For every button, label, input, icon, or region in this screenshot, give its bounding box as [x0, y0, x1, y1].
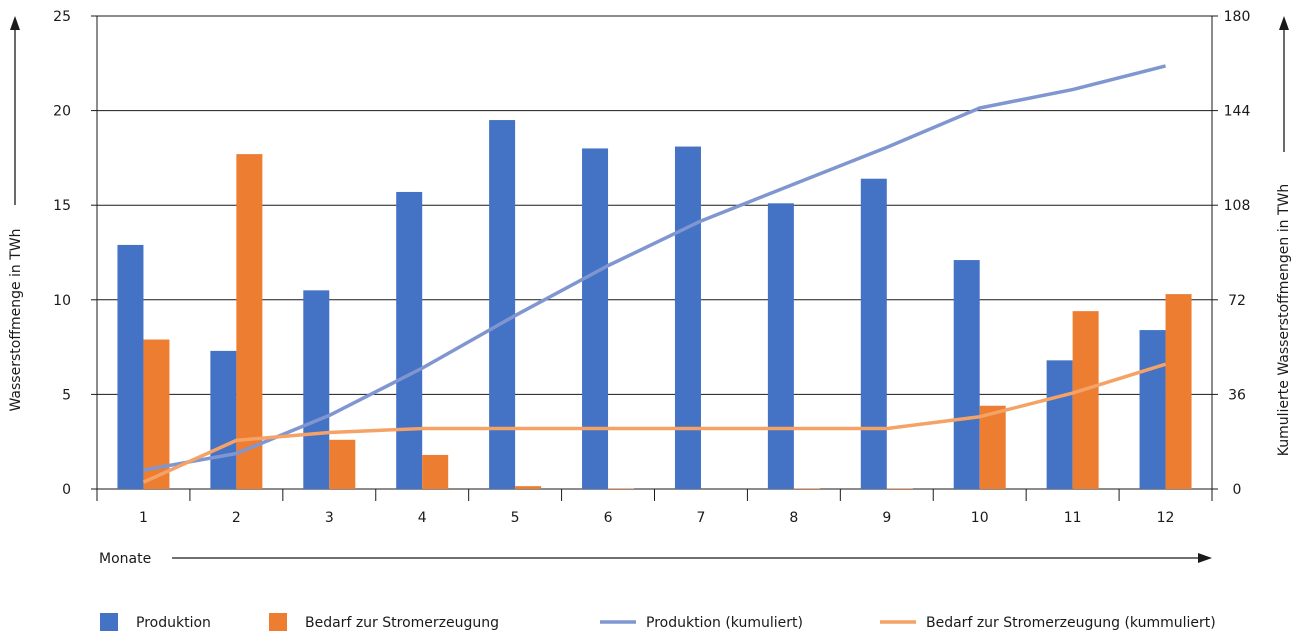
right-tick-label: 108 [1224, 198, 1251, 214]
x-axis-arrowhead [1198, 553, 1212, 563]
bar-bedarf [515, 486, 542, 489]
x-tick-label: 6 [604, 510, 613, 526]
bar-produktion [1046, 360, 1073, 489]
bar-bedarf [236, 154, 263, 489]
bar-produktion [953, 260, 980, 489]
bar-bedarf [979, 405, 1006, 489]
bar-produktion [117, 244, 144, 489]
left-tick-label: 15 [53, 198, 71, 214]
right-axis-arrowhead [1279, 16, 1289, 30]
x-tick-label: 4 [418, 510, 427, 526]
legend-swatch [269, 613, 287, 631]
right-tick-label: 72 [1228, 293, 1246, 309]
right-axis-title: Kumulierte Wasserstoffmengen in TWh [1276, 184, 1292, 456]
left-tick-label: 25 [53, 9, 71, 25]
x-axis-title: Monate [99, 551, 151, 567]
x-tick-label: 1 [139, 510, 148, 526]
bar-produktion [860, 178, 887, 489]
bar-bedarf [329, 439, 356, 489]
left-axis-arrowhead [10, 16, 20, 30]
x-tick-label: 8 [789, 510, 798, 526]
bar-produktion [303, 290, 330, 489]
x-tick-label: 12 [1157, 510, 1175, 526]
bars [117, 120, 1192, 490]
bar-bedarf [886, 488, 913, 489]
left-tick-label: 10 [53, 293, 71, 309]
x-tick-label: 7 [696, 510, 705, 526]
bar-bedarf [422, 454, 449, 489]
left-tick-label: 0 [62, 482, 71, 498]
x-tick-label: 3 [325, 510, 334, 526]
legend-label: Bedarf zur Stromerzeugung [305, 615, 499, 631]
x-tick-label: 10 [971, 510, 989, 526]
legend-label: Bedarf zur Stromerzeugung (kummuliert) [926, 615, 1216, 631]
bar-produktion [396, 191, 423, 489]
legend-label: Produktion (kumuliert) [646, 615, 803, 631]
legend-label: Produktion [136, 615, 211, 631]
cumulative-lines [142, 64, 1167, 484]
right-tick-label: 180 [1224, 9, 1251, 25]
left-axis-title: Wasserstoffmenge in TWh [8, 228, 24, 411]
x-tick-label: 5 [511, 510, 520, 526]
left-tick-label: 5 [62, 387, 71, 403]
line-bedarf-kumuliert [142, 362, 1167, 484]
x-tick-label: 2 [232, 510, 241, 526]
bar-produktion [210, 350, 237, 489]
bar-produktion [767, 203, 794, 490]
left-tick-label: 20 [53, 104, 71, 120]
line-produktion-kumuliert [143, 64, 1166, 472]
bar-produktion [674, 146, 701, 489]
x-tick-label: 11 [1064, 510, 1082, 526]
axes [91, 15, 1218, 501]
bar-produktion [489, 120, 516, 489]
bar-bedarf [1072, 311, 1099, 489]
bar-produktion [582, 148, 609, 489]
legend: Produktion Bedarf zur Stromerzeugung Produ… [100, 613, 1216, 631]
bar-bedarf [1165, 294, 1192, 489]
x-tick-label: 9 [882, 510, 891, 526]
bar-bedarf [143, 339, 170, 489]
right-tick-label: 36 [1228, 387, 1246, 403]
bar-bedarf [608, 488, 635, 489]
legend-swatch [100, 613, 118, 631]
right-tick-label: 0 [1233, 482, 1242, 498]
bar-bedarf [793, 488, 820, 489]
gridlines [97, 15, 1212, 490]
right-tick-label: 144 [1224, 104, 1251, 120]
bar-produktion [1139, 330, 1166, 489]
